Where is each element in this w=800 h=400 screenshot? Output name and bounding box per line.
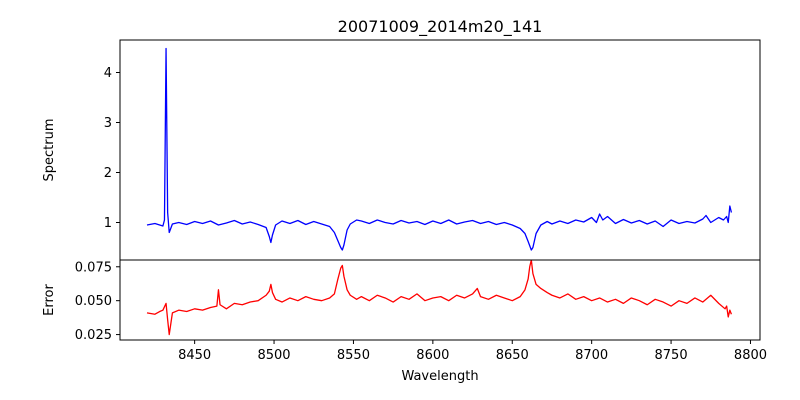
error-y-tick-label: 0.075 xyxy=(75,260,112,275)
error-axes-frame xyxy=(119,259,761,341)
spectrum-axes-frame xyxy=(119,39,761,261)
spectrum-y-axis-label: Spectrum xyxy=(42,119,57,182)
spectrum-y-tick-label: 2 xyxy=(104,166,112,181)
chart-title: 20071009_2014m20_141 xyxy=(338,17,543,37)
x-tick-label: 8800 xyxy=(734,348,767,363)
x-tick-label: 8550 xyxy=(337,348,370,363)
x-tick-label: 8700 xyxy=(575,348,608,363)
x-axis-label: Wavelength xyxy=(401,369,478,384)
x-tick-label: 8750 xyxy=(655,348,688,363)
spectrum-y-tick-label: 3 xyxy=(104,116,112,131)
panel-error: 0.025 0.050 0.075 Error 8450 8500 8550 8600 8650… xyxy=(42,259,767,363)
panel-spectrum: 1 2 3 4 Spectrum xyxy=(42,39,761,261)
x-tick-label: 8500 xyxy=(257,348,290,363)
x-tick-label: 8450 xyxy=(178,348,211,363)
error-series-line xyxy=(146,260,733,336)
error-y-tick-label: 0.025 xyxy=(75,328,112,343)
error-y-tick-label: 0.050 xyxy=(75,294,112,309)
spectrum-y-tick-label: 1 xyxy=(104,216,112,231)
x-tick-label: 8600 xyxy=(416,348,449,363)
chart-panels: 1 2 3 4 Spectrum 0.025 0.050 0.075 Error 8450 8500… xyxy=(42,39,767,363)
error-y-axis-label: Error xyxy=(42,284,57,316)
x-tick-label: 8650 xyxy=(496,348,529,363)
spectrum-series-line xyxy=(146,47,733,251)
spectrum-y-tick-label: 4 xyxy=(104,66,112,81)
